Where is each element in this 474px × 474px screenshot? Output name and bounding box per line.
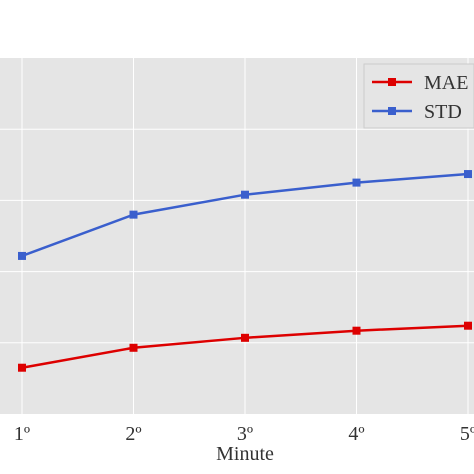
data-point-std (464, 170, 472, 179)
legend: MAE STD (363, 63, 474, 129)
series-layer (18, 170, 472, 372)
data-point-mae (464, 321, 472, 330)
data-point-std (352, 178, 361, 187)
data-point-mae (241, 333, 249, 342)
legend-marker-mae (388, 78, 396, 86)
legend-marker-std (388, 107, 396, 115)
legend-box (363, 63, 474, 129)
data-point-std (18, 251, 26, 260)
data-point-std (129, 210, 138, 219)
legend-label-mae: MAE (424, 72, 468, 94)
legend-label-std: STD (424, 101, 462, 123)
x-axis-label: Minute (216, 443, 274, 465)
x-tick-label: 4º (348, 423, 364, 445)
data-point-mae (18, 363, 26, 372)
data-point-std (241, 190, 249, 199)
x-tick-label: 1º (14, 423, 30, 445)
x-tick-label: 5º (460, 423, 474, 445)
x-tick-label: 3º (237, 423, 253, 445)
x-tick-label: 2º (125, 423, 141, 445)
data-point-mae (352, 326, 361, 335)
x-tick-labels: 1º 2º 3º 4º 5º (14, 423, 474, 445)
data-point-mae (129, 343, 138, 352)
